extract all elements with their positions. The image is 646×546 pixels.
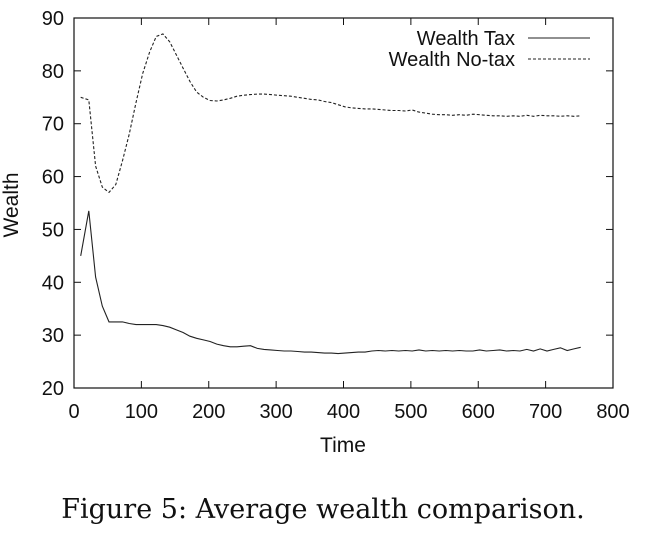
figure-caption: Figure 5: Average wealth comparison. bbox=[61, 494, 585, 525]
y-tick-label: 60 bbox=[42, 167, 64, 189]
y-tick-label: 40 bbox=[42, 272, 64, 294]
series-line-wealth-tax bbox=[80, 210, 581, 355]
y-tick-label: 30 bbox=[42, 325, 64, 347]
legend-label: Wealth No-tax bbox=[389, 49, 515, 71]
wealth-line-chart: 20 30 40 50 60 70 80 90 0 100 200 300 400 500 600 700 8… bbox=[0, 8, 630, 457]
x-tick-label: 400 bbox=[327, 401, 360, 423]
x-tick-label: 500 bbox=[394, 401, 427, 423]
y-tick-label: 20 bbox=[42, 378, 64, 400]
series-line-wealth-no-tax bbox=[80, 33, 581, 194]
plot-frame bbox=[73, 17, 614, 389]
y-tick-label: 50 bbox=[42, 219, 64, 241]
y-axis-label: Wealth bbox=[0, 173, 23, 238]
x-axis-ticks: 0 100 200 300 400 500 600 700 800 bbox=[68, 18, 630, 423]
x-tick-label: 700 bbox=[529, 401, 562, 423]
legend-label: Wealth Tax bbox=[417, 28, 515, 50]
x-tick-label: 600 bbox=[462, 401, 495, 423]
y-axis-ticks: 20 30 40 50 60 70 80 90 bbox=[42, 8, 613, 400]
y-tick-label: 90 bbox=[42, 8, 64, 30]
x-tick-label: 800 bbox=[596, 401, 629, 423]
x-tick-label: 200 bbox=[192, 401, 225, 423]
x-tick-label: 0 bbox=[68, 401, 79, 423]
x-tick-label: 100 bbox=[125, 401, 158, 423]
x-axis-label: Time bbox=[320, 434, 366, 457]
y-tick-label: 80 bbox=[42, 61, 64, 83]
series-lines bbox=[80, 33, 581, 355]
x-tick-label: 300 bbox=[259, 401, 292, 423]
y-tick-label: 70 bbox=[42, 114, 64, 136]
plot-area bbox=[73, 17, 614, 389]
